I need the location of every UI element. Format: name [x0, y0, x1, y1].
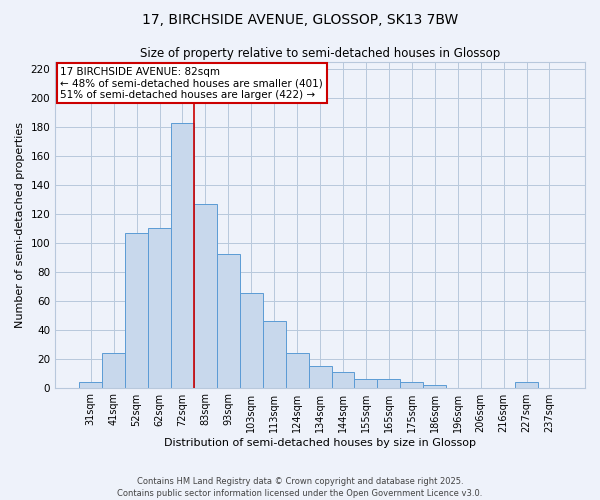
Bar — [79, 382, 102, 388]
Bar — [217, 254, 240, 388]
Bar — [377, 379, 400, 388]
Text: 17, BIRCHSIDE AVENUE, GLOSSOP, SK13 7BW: 17, BIRCHSIDE AVENUE, GLOSSOP, SK13 7BW — [142, 12, 458, 26]
Bar — [240, 294, 263, 388]
Bar — [125, 232, 148, 388]
X-axis label: Distribution of semi-detached houses by size in Glossop: Distribution of semi-detached houses by … — [164, 438, 476, 448]
Text: 17 BIRCHSIDE AVENUE: 82sqm
← 48% of semi-detached houses are smaller (401)
51% o: 17 BIRCHSIDE AVENUE: 82sqm ← 48% of semi… — [61, 66, 323, 100]
Bar — [102, 353, 125, 388]
Bar — [332, 372, 355, 388]
Bar — [148, 228, 171, 388]
Bar — [515, 382, 538, 388]
Bar — [423, 384, 446, 388]
Text: Contains HM Land Registry data © Crown copyright and database right 2025.
Contai: Contains HM Land Registry data © Crown c… — [118, 476, 482, 498]
Bar — [308, 366, 332, 388]
Y-axis label: Number of semi-detached properties: Number of semi-detached properties — [15, 122, 25, 328]
Bar — [355, 379, 377, 388]
Bar — [171, 122, 194, 388]
Bar — [263, 321, 286, 388]
Bar — [286, 353, 308, 388]
Title: Size of property relative to semi-detached houses in Glossop: Size of property relative to semi-detach… — [140, 48, 500, 60]
Bar — [194, 204, 217, 388]
Bar — [400, 382, 423, 388]
